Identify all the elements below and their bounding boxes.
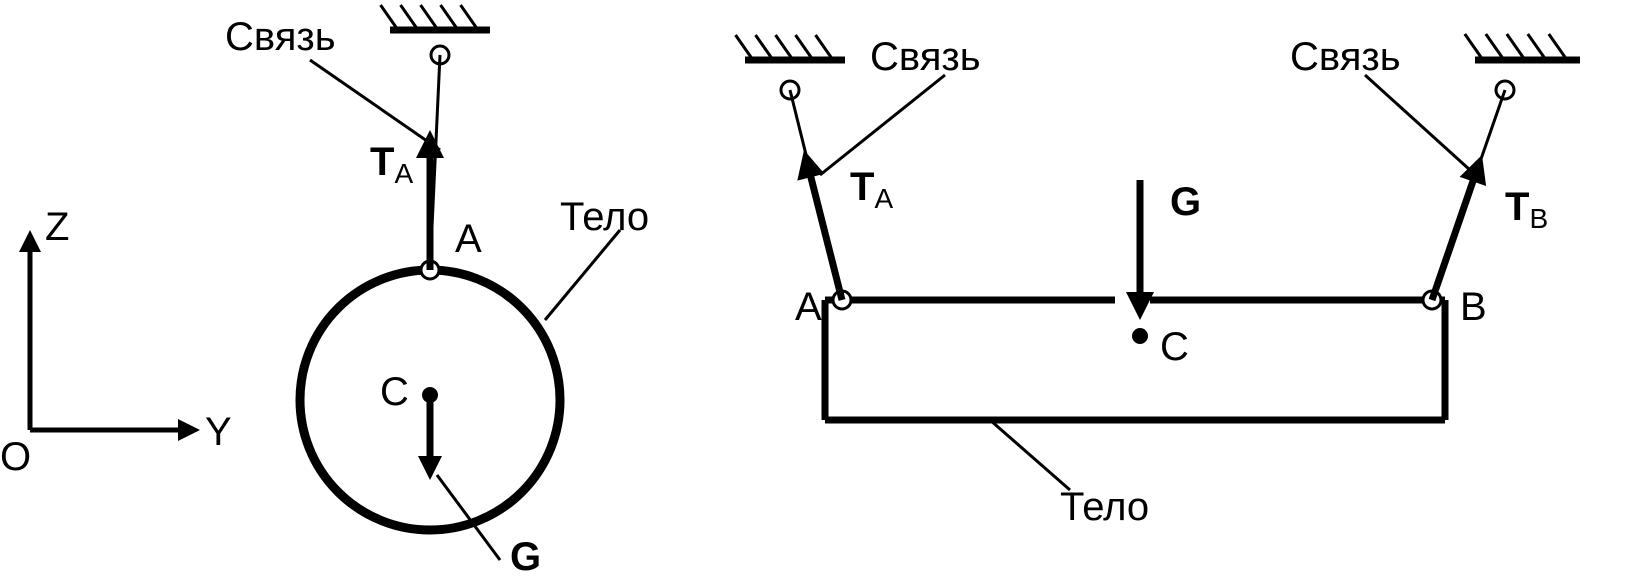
left-G-label: G xyxy=(510,535,541,576)
left-svyaz-label: Связь xyxy=(225,15,336,59)
right-TB-label: TB xyxy=(1505,185,1548,234)
left-C-label: C xyxy=(380,370,409,414)
axis-z-label: Z xyxy=(45,205,69,249)
right-A-label: A xyxy=(795,285,822,329)
left-A-label: A xyxy=(455,217,482,261)
left-TA-label: TA xyxy=(370,140,413,189)
right-TA-label: TA xyxy=(850,165,893,214)
right-svyaz-right-label: Связь xyxy=(1290,35,1401,79)
left-ground xyxy=(381,5,491,30)
axis-y-label: Y xyxy=(205,410,232,454)
right-svyaz-left-label: Связь xyxy=(870,35,981,79)
left-telo-label: Тело xyxy=(560,195,649,239)
right-ground-left xyxy=(736,35,846,60)
right-C-label: C xyxy=(1160,325,1189,369)
right-G-label: G xyxy=(1170,180,1201,224)
right-B-label: B xyxy=(1460,285,1487,329)
axis-origin-label: O xyxy=(0,435,31,479)
right-ground-right xyxy=(1465,34,1580,60)
right-telo-label: Тело xyxy=(1060,485,1149,529)
